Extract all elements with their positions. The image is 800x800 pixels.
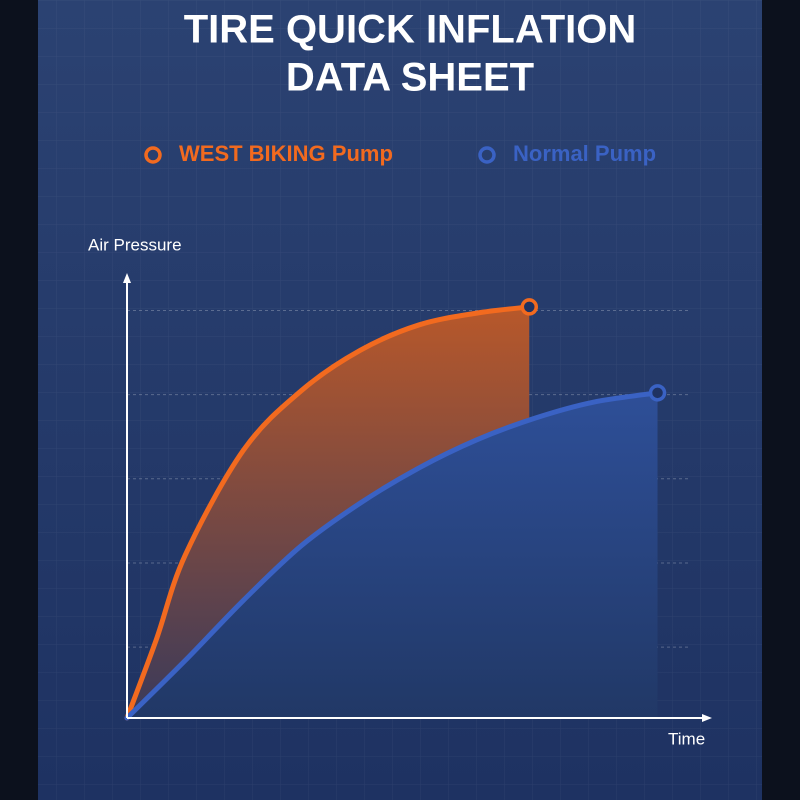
x-axis-label: Time — [668, 729, 705, 748]
legend-label: WEST BIKING Pump — [179, 141, 393, 166]
end-marker — [648, 384, 667, 402]
y-axis-arrow — [123, 273, 131, 283]
line — [124, 390, 661, 721]
legend-label: Normal Pump — [513, 141, 656, 166]
line — [124, 304, 532, 721]
end-marker — [520, 298, 539, 316]
y-axis-label: Air Pressure — [88, 235, 182, 254]
legend-marker — [478, 146, 496, 164]
chart-title: TIRE QUICK INFLATION — [184, 8, 637, 52]
chart-title: DATA SHEET — [286, 56, 534, 100]
x-axis-arrow — [702, 714, 712, 722]
area-fill — [127, 392, 658, 718]
legend-marker — [144, 146, 162, 164]
